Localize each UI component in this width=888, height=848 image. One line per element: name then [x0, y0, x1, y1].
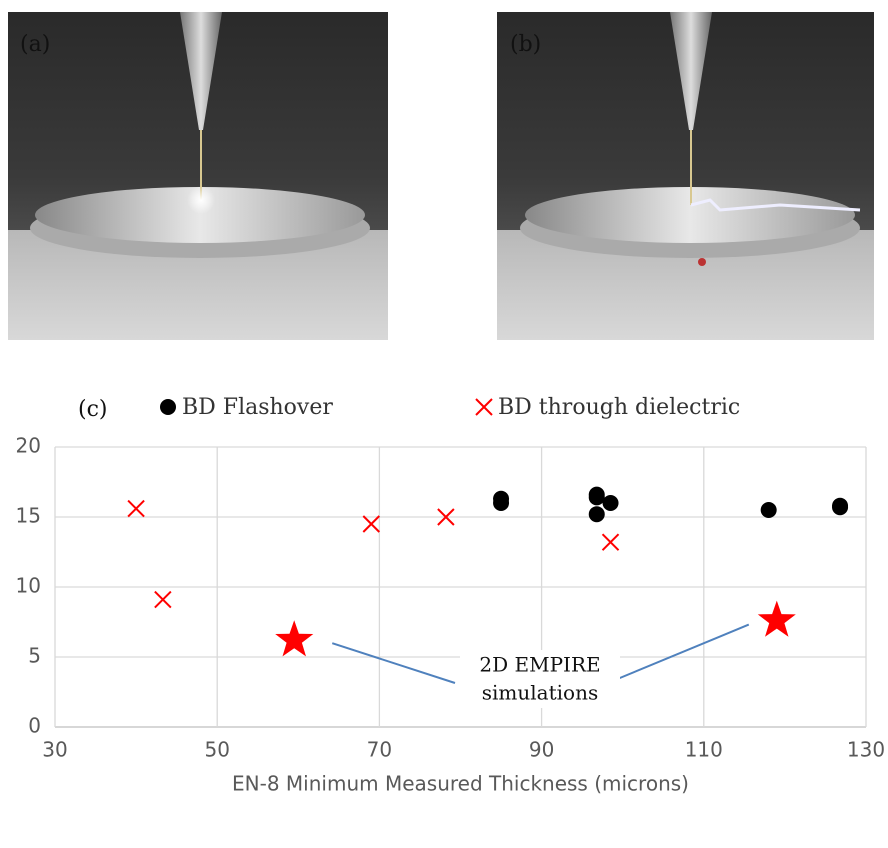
chart: 0 5 10 15 20 30 50 70 90 110 130 EN-8 Minimum Measu… [16, 395, 886, 796]
annotation-text: 2D EMPIRE [479, 653, 600, 677]
annotation-text: simulations [482, 681, 598, 705]
photo-a: (a) [8, 12, 388, 340]
point [363, 516, 379, 532]
panel-label: (c) [78, 397, 108, 422]
point [155, 592, 171, 608]
simulation-star [275, 620, 313, 656]
annotation-line [615, 625, 749, 680]
x-tick-label: 130 [847, 738, 885, 762]
point [128, 501, 144, 517]
point [493, 495, 509, 511]
figure: (a) (b) 0 5 10 15 20 30 50 70 90 110 130 EN-8 Minim… [0, 0, 888, 843]
x-tick-label: 30 [42, 738, 67, 762]
point [589, 489, 605, 505]
point [603, 495, 619, 511]
y-tick-label: 15 [16, 504, 41, 528]
x-tick-label: 70 [367, 738, 392, 762]
simulation-star [758, 601, 796, 637]
point [603, 534, 619, 550]
legend-marker [160, 399, 176, 415]
x-tick-label: 50 [204, 738, 229, 762]
point [761, 502, 777, 518]
y-tick-label: 0 [28, 714, 41, 738]
x-tick-label: 110 [685, 738, 723, 762]
annotation-line [332, 643, 455, 683]
y-tick-label: 5 [28, 644, 41, 668]
y-tick-label: 20 [16, 434, 41, 458]
legend-marker [476, 399, 492, 415]
legend-label: BD Flashover [182, 395, 333, 420]
legend-label: BD through dielectric [498, 395, 740, 420]
photo-b: (b) [497, 12, 874, 340]
panel-label: (a) [20, 32, 50, 57]
point [832, 499, 848, 515]
y-tick-label: 10 [16, 574, 41, 598]
panel-label: (b) [510, 32, 541, 57]
point [589, 506, 605, 522]
x-axis-title: EN-8 Minimum Measured Thickness (microns… [232, 772, 689, 796]
x-tick-label: 90 [529, 738, 554, 762]
